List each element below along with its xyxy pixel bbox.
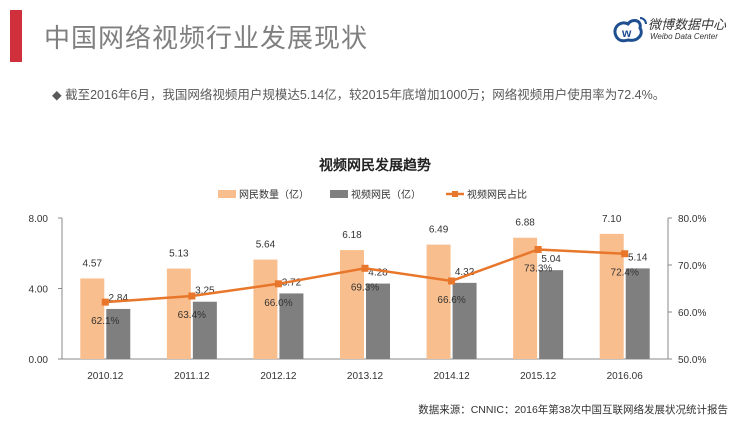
legend: 网民数量（亿） 视频网民（亿） 视频网民占比 <box>218 188 527 201</box>
x-tick-label: 2011.12 <box>174 371 210 382</box>
line-label: 72.4% <box>611 268 639 279</box>
line-marker <box>361 264 369 272</box>
bar-video-users <box>539 270 564 359</box>
logo-text-cn: 微博数据中心 <box>648 17 727 32</box>
bar-label-netizens: 5.13 <box>169 249 189 260</box>
x-tick-label: 2016.06 <box>607 371 644 382</box>
page-title: 中国网络视频行业发展现状 <box>44 23 369 53</box>
svg-text:w: w <box>621 26 632 40</box>
line-label: 73.3% <box>524 263 552 274</box>
line-label: 62.1% <box>91 316 119 327</box>
bar-label-video-users: 5.04 <box>541 254 561 265</box>
weibo-data-center-logo: w 微博数据中心 Weibo Data Center <box>610 14 730 46</box>
line-marker <box>101 298 109 306</box>
bar-label-netizens: 4.57 <box>83 258 103 269</box>
bar-video-users <box>106 308 131 359</box>
bar-label-video-users: 3.25 <box>195 286 215 297</box>
right-tick-label: 70.0% <box>678 261 706 272</box>
bar-label-netizens: 6.18 <box>342 230 362 241</box>
bar-label-video-users: 4.32 <box>455 267 475 278</box>
line-marker <box>188 292 196 300</box>
legend-swatch-netizens <box>218 190 236 198</box>
bar-video-users <box>452 282 477 359</box>
bar-label-netizens: 5.64 <box>256 240 276 251</box>
bar-netizens <box>166 268 191 359</box>
bar-video-users <box>625 268 650 359</box>
x-tick-label: 2010.12 <box>87 371 124 382</box>
bar-netizens <box>340 250 364 359</box>
bar-label-netizens: 6.88 <box>515 218 535 229</box>
bar-label-video-users: 2.84 <box>109 293 129 304</box>
right-tick-label: 50.0% <box>678 355 706 366</box>
bar-label-video-users: 3.72 <box>282 277 302 288</box>
right-tick-label: 80.0% <box>678 214 706 225</box>
left-tick-label: 0.00 <box>29 355 49 366</box>
bar-netizens <box>426 244 451 359</box>
logo-text-en: Weibo Data Center <box>650 32 718 41</box>
left-tick-label: 8.00 <box>29 214 49 225</box>
line-label: 66.6% <box>437 295 465 306</box>
legend-label-video-users: 视频网民（亿） <box>351 188 421 201</box>
bar-label-netizens: 6.49 <box>429 225 449 236</box>
line-marker <box>534 245 542 253</box>
line-marker <box>274 280 282 288</box>
left-tick-label: 4.00 <box>29 285 49 296</box>
chart-title: 视频网民发展趋势 <box>319 157 431 173</box>
bar-label-video-users: 5.14 <box>628 252 648 263</box>
line-marker <box>448 277 456 285</box>
line-label: 66.0% <box>264 298 292 309</box>
summary-text: ◆ 截至2016年6月，我国网络视频用户规模达5.14亿，较2015年底增加10… <box>52 88 666 102</box>
bar-label-video-users: 4.28 <box>368 268 388 279</box>
legend-swatch-video-users <box>330 190 348 198</box>
x-tick-label: 2013.12 <box>347 371 384 382</box>
bar-video-users <box>279 293 304 359</box>
title-accent-bar <box>10 10 22 62</box>
bar-label-netizens: 7.10 <box>602 214 622 225</box>
x-tick-label: 2012.12 <box>260 371 297 382</box>
bar-netizens <box>253 259 278 359</box>
weibo-logo-icon: w <box>613 17 647 43</box>
x-tick-label: 2015.12 <box>520 371 557 382</box>
line-label: 69.3% <box>351 282 379 293</box>
bar-video-users <box>192 301 217 359</box>
x-tick-label: 2014.12 <box>433 371 470 382</box>
legend-label-netizens: 网民数量（亿） <box>239 188 309 201</box>
legend-label-ratio: 视频网民占比 <box>467 188 527 201</box>
bar-video-users <box>366 283 390 359</box>
right-tick-label: 60.0% <box>678 308 706 319</box>
bar-netizens <box>513 237 538 359</box>
line-marker <box>621 250 629 258</box>
line-label: 63.4% <box>178 310 206 321</box>
source-note: 数据来源：CNNIC：2016年第38次中国互联网络发展状况统计报告 <box>418 404 728 416</box>
bar-netizens <box>80 278 105 359</box>
legend-marker-ratio <box>452 191 458 197</box>
